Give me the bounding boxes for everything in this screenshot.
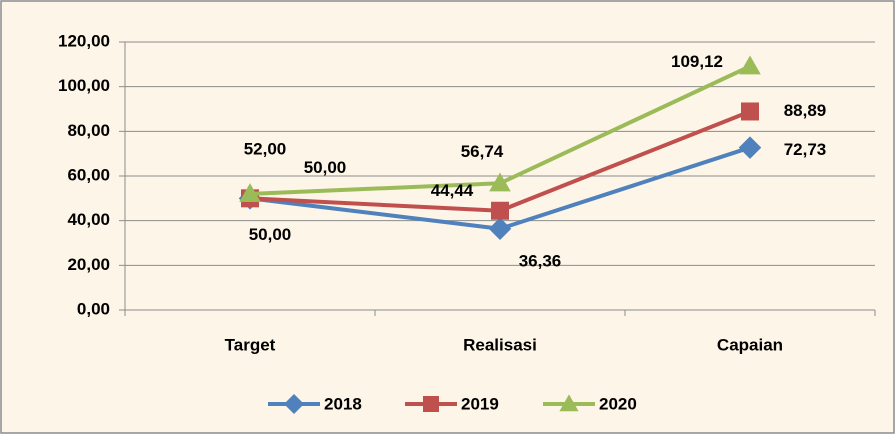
x-tick-label: Realisasi (463, 335, 537, 354)
data-label: 50,00 (304, 158, 347, 177)
y-tick-label: 20,00 (67, 255, 110, 274)
data-point (239, 183, 261, 202)
data-label: 50,00 (249, 225, 292, 244)
y-tick-label: 40,00 (67, 210, 110, 229)
y-tick-label: 0,00 (77, 299, 110, 318)
y-tick-label: 60,00 (67, 165, 110, 184)
legend-marker (284, 394, 304, 414)
legend-label: 2019 (461, 394, 499, 413)
legend-marker (423, 396, 439, 412)
y-tick-label: 120,00 (58, 31, 110, 50)
data-label: 109,12 (671, 52, 723, 71)
legend-label: 2020 (599, 394, 637, 413)
y-tick-label: 100,00 (58, 76, 110, 95)
data-point (488, 217, 512, 241)
legend-marker (559, 394, 579, 412)
data-label: 56,74 (461, 142, 504, 161)
legend-label: 2018 (324, 394, 362, 413)
data-point (738, 136, 762, 159)
x-tick-label: Capaian (717, 335, 783, 354)
data-label: 36,36 (519, 251, 562, 270)
data-label: 52,00 (244, 139, 287, 158)
data-label: 72,73 (784, 140, 827, 159)
data-label: 44,44 (431, 181, 474, 200)
y-tick-label: 80,00 (67, 121, 110, 140)
data-label: 88,89 (784, 101, 827, 120)
data-point (489, 172, 511, 192)
data-point (741, 102, 759, 121)
x-tick-label: Target (225, 335, 276, 354)
data-point (739, 55, 761, 75)
data-point (491, 201, 509, 220)
